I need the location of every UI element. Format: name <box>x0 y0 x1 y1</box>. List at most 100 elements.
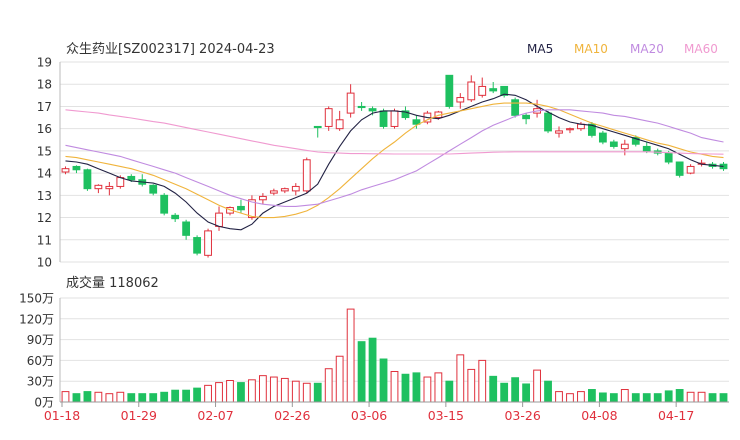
price-tick-label: 19 <box>37 56 52 70</box>
candle-body <box>149 184 158 194</box>
x-tick-label: 02-07 <box>197 408 233 423</box>
volume-bar <box>653 393 662 403</box>
x-tick-label: 03-15 <box>428 408 464 423</box>
candle <box>193 235 201 256</box>
candle <box>94 184 103 194</box>
x-tick-label: 03-26 <box>504 408 540 423</box>
candle <box>566 127 574 134</box>
volume-bar <box>83 391 92 403</box>
volume-bar <box>171 389 180 403</box>
volume-bar <box>269 376 278 403</box>
candle-body <box>566 128 574 131</box>
volume-bar <box>566 393 574 403</box>
volume-bar <box>193 387 201 403</box>
candle-body <box>280 188 289 192</box>
volume-bar <box>708 393 717 403</box>
x-tick-label: 01-29 <box>121 408 157 423</box>
candle-body <box>215 212 223 227</box>
volume-bar <box>511 377 520 403</box>
candle-body <box>83 169 92 190</box>
candle-body <box>269 190 278 194</box>
volume-bar <box>313 382 322 403</box>
candle <box>72 165 81 174</box>
candle <box>620 139 629 156</box>
candle-body <box>313 125 322 129</box>
volume-bars <box>61 308 728 403</box>
candle <box>412 115 421 129</box>
volume-bar <box>522 383 531 403</box>
volume-bar <box>642 393 651 403</box>
x-tick-label: 03-06 <box>351 408 387 423</box>
price-tick-label: 18 <box>37 78 52 92</box>
volume-bar <box>248 379 256 403</box>
volume-bar <box>423 376 432 403</box>
candlestick-series <box>61 74 728 258</box>
candle-body <box>346 92 355 114</box>
candle-body <box>335 119 344 130</box>
candle-body <box>642 145 651 152</box>
volume-bar <box>94 391 103 403</box>
candle <box>511 97 520 118</box>
candle <box>598 130 607 145</box>
price-tick-label: 17 <box>37 100 52 114</box>
volume-title: 成交量 118062 <box>66 275 159 291</box>
volume-bar <box>478 359 487 403</box>
candle-body <box>258 195 267 201</box>
price-grid <box>59 61 729 263</box>
candle <box>401 106 410 120</box>
candle <box>522 113 531 125</box>
volume-bar <box>598 392 607 403</box>
candle-body <box>664 152 673 163</box>
candle-body <box>500 85 509 96</box>
candle-body <box>171 214 180 220</box>
price-axis: 10 11 12 13 14 15 16 17 18 19 <box>37 56 52 270</box>
candle <box>248 195 256 220</box>
candle <box>324 106 333 131</box>
volume-bar <box>544 380 552 403</box>
candle <box>631 135 640 147</box>
candle-body <box>204 230 212 256</box>
candle-body <box>368 108 377 112</box>
candle-body <box>61 168 70 173</box>
volume-tick-label: 120万 <box>19 312 54 326</box>
volume-bar <box>620 389 629 403</box>
volume-bar <box>445 380 454 403</box>
price-tick-label: 11 <box>37 233 52 247</box>
volume-tick-label: 90万 <box>27 333 54 347</box>
candle-body <box>193 237 201 254</box>
legend-ma10: MA10 <box>574 42 608 56</box>
candle-body <box>379 110 388 127</box>
price-tick-label: 10 <box>37 256 52 270</box>
ma-line-ma60 <box>65 109 724 155</box>
candle-body <box>105 185 114 190</box>
volume-bar <box>500 382 509 403</box>
candle <box>61 166 70 175</box>
candle-body <box>686 165 695 174</box>
volume-bar <box>237 382 245 403</box>
volume-bar <box>368 337 377 403</box>
volume-bar <box>258 375 267 403</box>
candle <box>368 106 377 116</box>
candle <box>489 82 498 94</box>
candle <box>555 126 563 138</box>
candle-body <box>324 108 333 127</box>
candle <box>149 184 158 196</box>
candle <box>500 85 509 98</box>
chart-title: 众生药业[SZ002317] 2024-04-23 <box>66 42 275 57</box>
candle-body <box>302 159 311 192</box>
candle-body <box>72 165 81 171</box>
price-tick-label: 13 <box>37 189 52 203</box>
candle-body <box>522 114 531 120</box>
candle <box>237 199 245 214</box>
x-tick-label: 02-26 <box>274 408 310 423</box>
volume-bar <box>335 355 344 403</box>
volume-bar <box>379 358 388 403</box>
volume-axis: 0万 30万 60万 90万 120万 150万 <box>19 292 54 410</box>
ma-line-ma20 <box>65 109 724 207</box>
volume-tick-label: 150万 <box>19 292 54 306</box>
candle <box>204 228 212 258</box>
candle-body <box>675 161 684 176</box>
volume-bar <box>182 389 191 403</box>
price-tick-label: 15 <box>37 144 52 158</box>
ma-line-ma10 <box>65 102 724 219</box>
